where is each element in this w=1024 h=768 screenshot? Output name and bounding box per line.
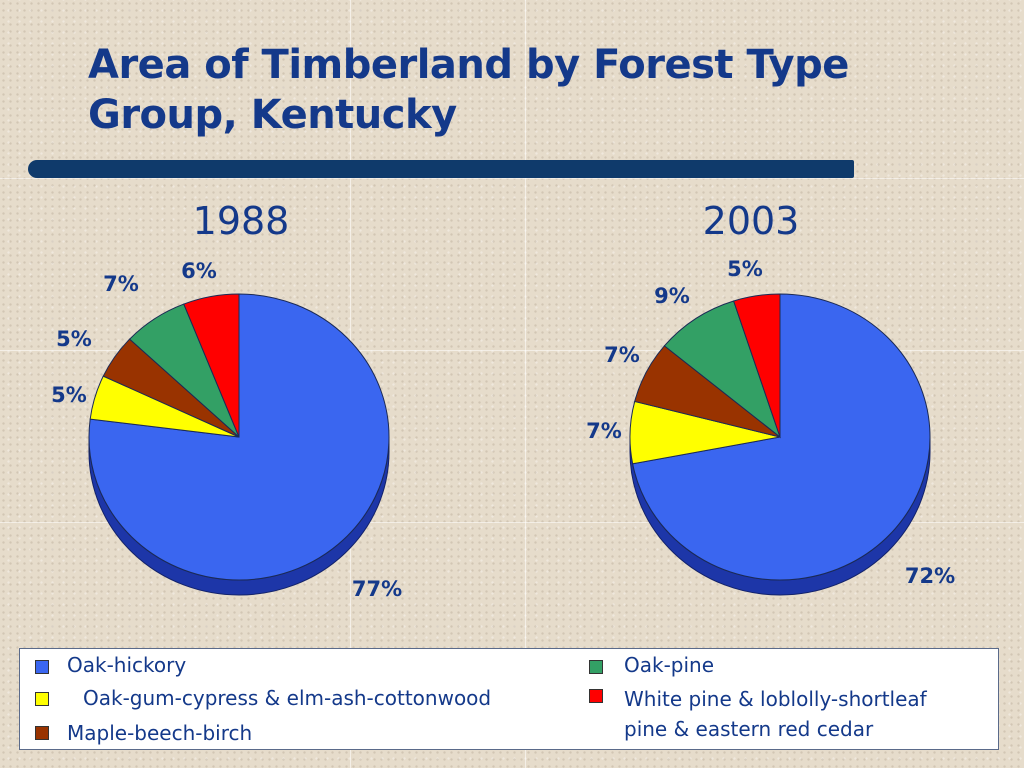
data-label-oak-hickory: 77% bbox=[352, 577, 402, 601]
legend-label-oak-pine: Oak-pine bbox=[624, 653, 715, 677]
pie-chart-2003: 2003 72% 7% 7% 9% 5% bbox=[586, 199, 955, 596]
data-label-oak-gum-cypress: 5% bbox=[51, 383, 87, 407]
pie-slice-oak-hickory bbox=[632, 293, 931, 581]
pie-slice-white-pine bbox=[183, 293, 240, 438]
data-label-oak-gum-cypress: 7% bbox=[586, 419, 622, 443]
pie-chart-1988: 1988 77% 5% 5% 7% 6% bbox=[51, 199, 402, 601]
legend-label-oak-gum-cypress: Oak-gum-cypress & elm-ash-cottonwood bbox=[83, 686, 492, 710]
legend-swatch-oak-pine bbox=[589, 660, 603, 674]
pie-slice-oak-hickory bbox=[88, 293, 390, 581]
background-gridline bbox=[0, 350, 1024, 351]
background-gridline bbox=[0, 178, 1024, 179]
data-label-white-pine: 5% bbox=[727, 257, 763, 281]
data-label-maple-beech-birch: 5% bbox=[56, 327, 92, 351]
legend-swatch-white-pine bbox=[589, 689, 603, 703]
legend-label-maple-beech-birch: Maple-beech-birch bbox=[67, 721, 253, 745]
legend-swatch-maple-beech-birch bbox=[35, 726, 49, 740]
legend: Oak-hickory Oak-gum-cypress & elm-ash-co… bbox=[19, 648, 999, 750]
data-label-oak-hickory: 72% bbox=[905, 564, 955, 588]
title-line-2: Group, Kentucky bbox=[88, 92, 457, 138]
page-title: Area of Timberland by Forest Type Group,… bbox=[88, 40, 849, 140]
background-gridline bbox=[0, 522, 1024, 523]
background-gridline bbox=[525, 0, 526, 768]
pie-slice-oak-pine bbox=[663, 300, 782, 439]
legend-swatch-oak-hickory bbox=[35, 660, 49, 674]
data-label-oak-pine: 7% bbox=[103, 272, 139, 296]
legend-label-white-pine: White pine & loblolly-shortleaf bbox=[624, 687, 927, 711]
data-label-oak-pine: 9% bbox=[654, 284, 690, 308]
legend-swatch-oak-gum-cypress bbox=[35, 692, 49, 706]
data-label-maple-beech-birch: 7% bbox=[604, 343, 640, 367]
pie-slice-white-pine bbox=[733, 293, 781, 438]
legend-label-white-pine-line2: pine & eastern red cedar bbox=[624, 717, 874, 741]
title-underline-bar bbox=[28, 160, 854, 178]
data-label-white-pine: 6% bbox=[181, 259, 217, 283]
pie-title: 2003 bbox=[703, 199, 800, 243]
pie-charts: 1988 77% 5% 5% 7% 6% 2003 72% 7% 7% 9% 5% bbox=[51, 199, 955, 601]
title-line-1: Area of Timberland by Forest Type bbox=[88, 42, 849, 88]
pie-title: 1988 bbox=[193, 199, 290, 243]
legend-label-oak-hickory: Oak-hickory bbox=[67, 653, 187, 677]
